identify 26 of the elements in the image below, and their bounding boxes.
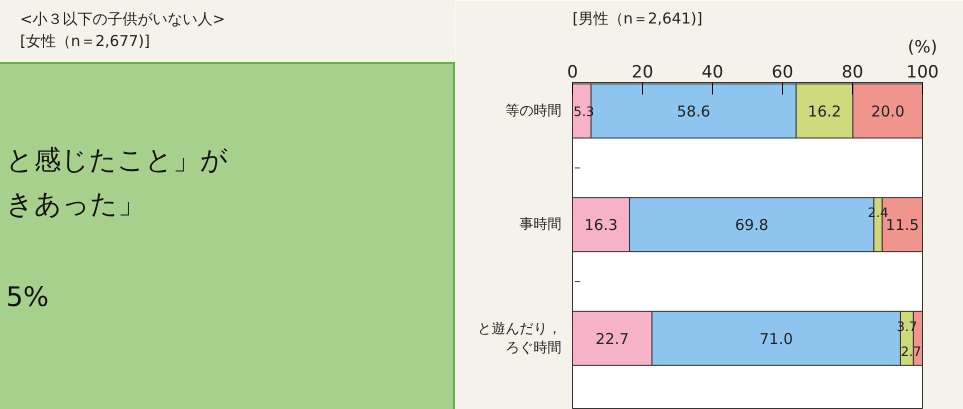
x-tick-label: 40 (702, 62, 724, 82)
text: 5% (6, 281, 50, 315)
text: – (574, 274, 581, 290)
text: きあった」 (6, 188, 146, 222)
data-label: 71.0 (760, 330, 793, 348)
text: と感じたこと」が (6, 144, 228, 178)
data-label: 22.7 (596, 330, 629, 348)
x-tick-label: 100 (906, 62, 939, 82)
x-tick-label: 60 (772, 62, 794, 82)
data-label: 16.2 (808, 102, 842, 120)
x-tick-label: 20 (632, 62, 654, 82)
data-label: 20.0 (871, 102, 905, 120)
data-label: 16.3 (584, 216, 618, 234)
text: [女性（n＝2,677)] (20, 32, 150, 50)
text: – (574, 160, 581, 176)
x-axis-title: (%) (908, 38, 938, 58)
text: [男性（n＝2,641)] (572, 10, 703, 28)
x-tick-label: 80 (842, 62, 864, 82)
x-tick-label: 0 (567, 62, 578, 82)
text: <小３以下の子供がいない人> (20, 10, 226, 28)
data-label: 58.6 (676, 102, 710, 120)
y-tick-label: 等の時間 (506, 102, 562, 119)
y-tick-label: と遊んだり，ろぐ時間 (478, 320, 562, 356)
data-label: 69.8 (735, 216, 768, 234)
y-tick-label: 事時間 (520, 216, 562, 233)
data-label: 11.5 (886, 216, 920, 234)
